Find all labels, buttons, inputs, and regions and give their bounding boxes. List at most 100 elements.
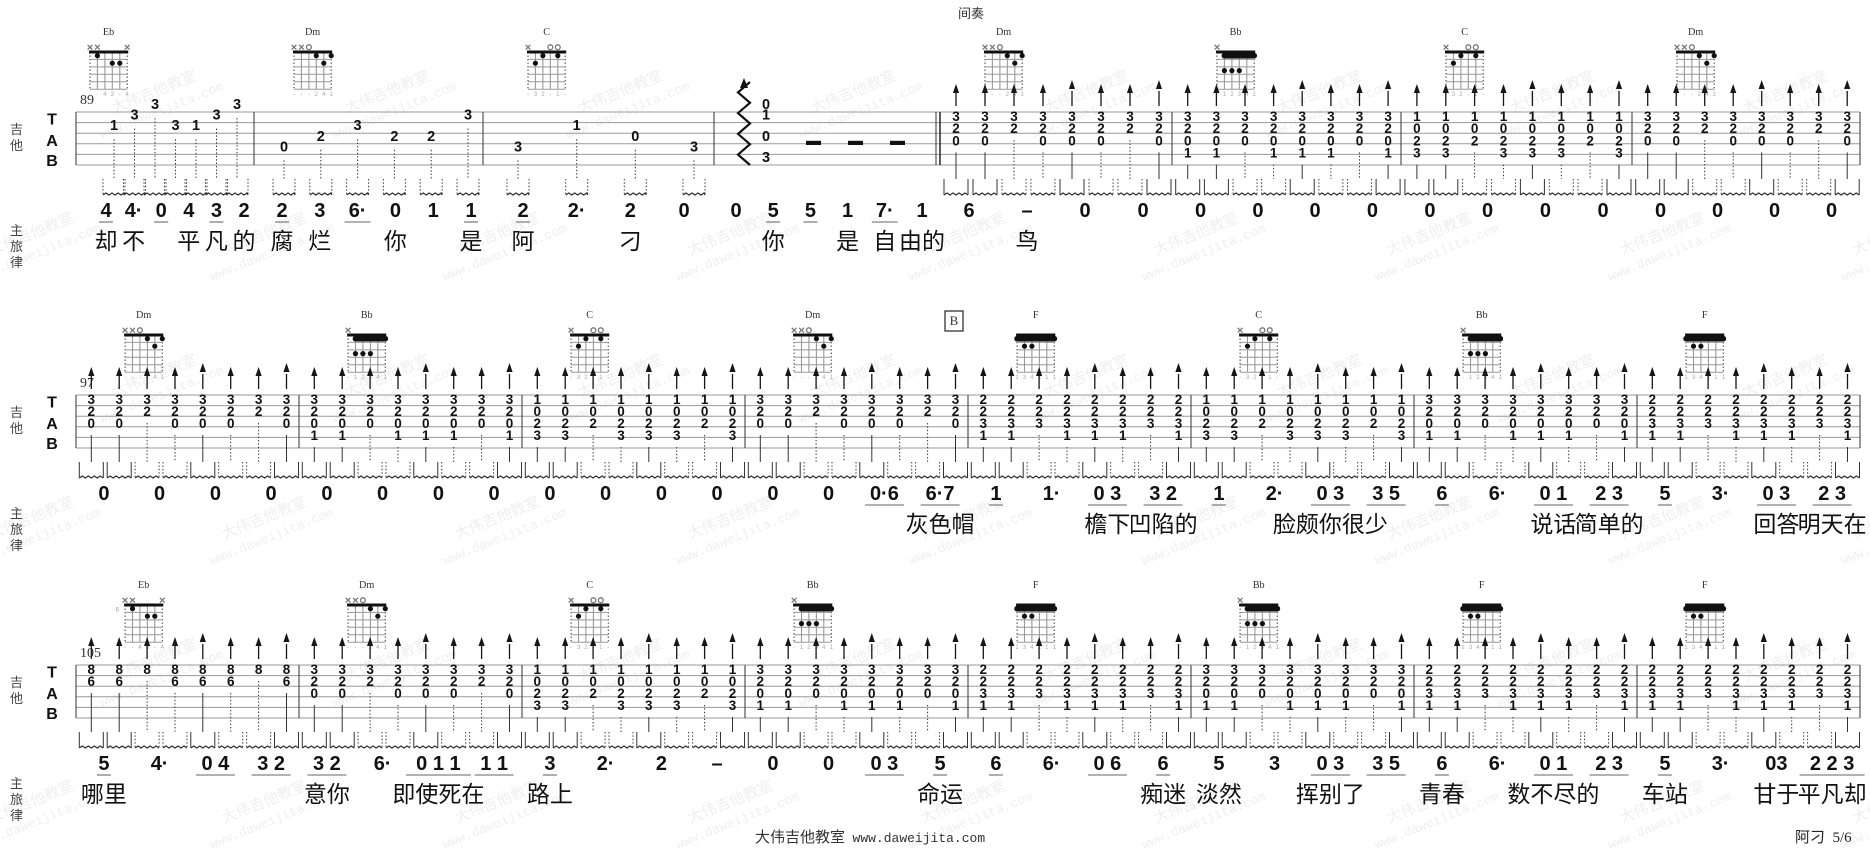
- svg-text:1: 1: [1621, 698, 1629, 713]
- svg-text:0: 0: [366, 416, 374, 431]
- svg-text:2·: 2·: [1266, 483, 1284, 505]
- svg-text:1: 1: [1537, 428, 1545, 443]
- svg-text:3: 3: [1692, 645, 1696, 651]
- svg-text:路上: 路上: [527, 781, 573, 807]
- svg-text:1: 1: [1565, 698, 1573, 713]
- svg-text:0: 0: [1540, 200, 1551, 222]
- svg-text:0: 0: [823, 483, 834, 505]
- svg-text:1: 1: [1223, 92, 1227, 98]
- svg-text:1: 1: [1384, 146, 1392, 161]
- svg-text:1: 1: [338, 428, 346, 443]
- svg-text:3: 3: [1469, 645, 1473, 651]
- svg-text:3: 3: [534, 698, 542, 713]
- svg-text:6: 6: [199, 674, 207, 689]
- svg-text:3: 3: [211, 200, 222, 222]
- svg-text:1: 1: [1714, 645, 1718, 651]
- svg-text:0: 0: [478, 416, 486, 431]
- svg-text:1: 1: [1314, 698, 1322, 713]
- svg-text:明天在: 明天在: [1798, 511, 1867, 537]
- svg-text:-: -: [1691, 92, 1693, 98]
- svg-text:4: 4: [1030, 375, 1034, 381]
- svg-text:1: 1: [1268, 375, 1272, 381]
- svg-text:Eb: Eb: [103, 27, 114, 38]
- svg-text:-: -: [139, 375, 141, 381]
- svg-text:2 3: 2 3: [1818, 483, 1846, 505]
- svg-text:1: 1: [1499, 375, 1503, 381]
- svg-text:1: 1: [1684, 375, 1688, 381]
- svg-text:-: -: [549, 92, 551, 98]
- svg-text:1: 1: [110, 118, 118, 134]
- svg-text:F: F: [1702, 310, 1708, 321]
- svg-text:间奏: 间奏: [958, 6, 984, 21]
- svg-text:檐下: 檐下: [1084, 511, 1130, 537]
- svg-text:4: 4: [126, 92, 130, 98]
- svg-text:-: -: [793, 375, 795, 381]
- svg-text:1: 1: [1649, 698, 1657, 713]
- svg-text:4: 4: [153, 375, 157, 381]
- svg-text:3: 3: [130, 108, 138, 124]
- svg-text:2 3: 2 3: [1595, 753, 1623, 775]
- svg-text:3: 3: [1203, 428, 1211, 443]
- svg-text:-: -: [300, 92, 302, 98]
- svg-text:1: 1: [1621, 428, 1629, 443]
- svg-text:1: 1: [1327, 146, 1335, 161]
- svg-text:3: 3: [464, 108, 472, 124]
- svg-text:Dm: Dm: [805, 310, 820, 321]
- svg-text:0: 0: [1367, 200, 1378, 222]
- svg-text:3: 3: [1023, 375, 1027, 381]
- svg-text:3: 3: [729, 428, 737, 443]
- svg-text:A: A: [46, 686, 58, 703]
- svg-text:-: -: [570, 375, 572, 381]
- svg-text:2: 2: [1586, 133, 1594, 148]
- svg-text:0: 0: [1769, 200, 1780, 222]
- svg-text:1: 1: [556, 92, 560, 98]
- svg-text:3: 3: [1500, 146, 1508, 161]
- svg-text:1: 1: [384, 375, 388, 381]
- svg-text:-: -: [355, 645, 357, 651]
- svg-text:C: C: [586, 580, 593, 591]
- svg-text:0: 0: [1672, 133, 1680, 148]
- svg-text:刁: 刁: [619, 228, 642, 254]
- svg-text:6: 6: [115, 674, 123, 689]
- svg-text:4: 4: [322, 92, 326, 98]
- svg-text:2: 2: [812, 404, 820, 419]
- svg-text:-: -: [999, 92, 1001, 98]
- svg-text:3: 3: [534, 92, 538, 98]
- svg-text:-: -: [1462, 375, 1464, 381]
- svg-text:1: 1: [980, 428, 988, 443]
- svg-text:0: 0: [1370, 686, 1378, 701]
- svg-text:0: 0: [1097, 133, 1105, 148]
- svg-text:-: -: [362, 645, 364, 651]
- svg-text:1: 1: [1213, 146, 1221, 161]
- svg-text:A: A: [46, 416, 58, 433]
- svg-text:4: 4: [183, 200, 195, 222]
- svg-text:1: 1: [1015, 645, 1019, 651]
- svg-text:Bb: Bb: [361, 310, 373, 321]
- svg-text:0: 0: [678, 200, 689, 222]
- svg-text:3: 3: [1147, 686, 1155, 701]
- svg-text:0: 0: [767, 483, 778, 505]
- svg-text:0 1: 0 1: [1539, 753, 1567, 775]
- svg-text:6·: 6·: [349, 200, 367, 222]
- svg-text:0: 0: [1195, 200, 1206, 222]
- svg-text:6: 6: [1436, 753, 1447, 775]
- svg-text:2: 2: [366, 674, 374, 689]
- svg-text:0: 0: [812, 686, 820, 701]
- svg-text:1: 1: [1722, 645, 1726, 651]
- svg-text:命运: 命运: [917, 781, 963, 807]
- svg-text:2 2 3: 2 2 3: [1810, 753, 1854, 775]
- svg-text:3: 3: [544, 753, 555, 775]
- svg-text:T: T: [47, 112, 57, 129]
- svg-text:0: 0: [433, 483, 444, 505]
- svg-text:5: 5: [768, 200, 779, 222]
- svg-text:1: 1: [465, 200, 476, 222]
- svg-text:0: 0: [1729, 133, 1737, 148]
- svg-text:2: 2: [361, 375, 365, 381]
- svg-text:2·: 2·: [568, 200, 586, 222]
- svg-text:的: 的: [233, 228, 256, 254]
- svg-text:你: 你: [384, 228, 407, 254]
- svg-text:6·: 6·: [374, 753, 392, 775]
- svg-text:平: 平: [177, 228, 200, 254]
- svg-text:-: -: [527, 92, 529, 98]
- svg-text:3: 3: [1413, 146, 1421, 161]
